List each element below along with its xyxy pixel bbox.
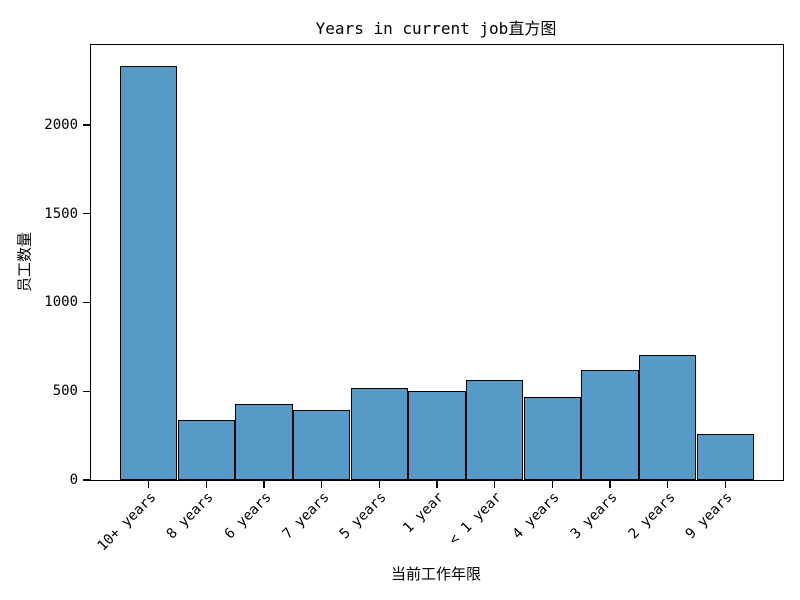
y-tick-mark: [83, 213, 90, 215]
x-tick-mark: [205, 481, 207, 488]
x-tick-mark: [436, 481, 438, 488]
x-tick-mark: [321, 481, 323, 488]
x-tick-label-1-year: < 1 year: [446, 489, 506, 549]
x-tick-label-1-year: 1 year: [400, 489, 448, 537]
histogram-bar-3-years: [581, 369, 639, 480]
histogram-bar-6-years: [235, 404, 293, 480]
x-tick-label-7-years: 7 years: [279, 489, 333, 543]
x-tick-label-6-years: 6 years: [221, 489, 275, 543]
x-tick-label-2-years: 2 years: [625, 489, 679, 543]
y-tick-label: 1500: [44, 205, 78, 222]
histogram-bar-4-years: [523, 396, 582, 480]
y-tick-label: 1000: [44, 294, 78, 311]
histogram-bar-5-years: [350, 388, 409, 480]
y-tick-label: 0: [69, 472, 78, 488]
y-tick-label: 2000: [44, 116, 78, 133]
histogram-bar-1-year: [408, 390, 466, 480]
histogram-bar-10+-years: [119, 65, 178, 480]
y-tick-mark: [83, 390, 90, 392]
histogram-bar-8-years: [177, 419, 236, 480]
y-tick-mark: [83, 124, 90, 126]
x-axis-label: 当前工作年限: [390, 565, 481, 583]
x-tick-mark: [494, 481, 496, 488]
x-tick-label-9-years: 9 years: [682, 489, 736, 543]
histogram-bar-1-year: [465, 380, 524, 480]
y-tick-mark: [83, 479, 90, 481]
x-tick-mark: [551, 481, 553, 488]
x-tick-mark: [148, 481, 150, 488]
histogram-bar-7-years: [292, 409, 351, 480]
x-tick-mark: [263, 481, 265, 488]
y-tick-mark: [83, 301, 90, 304]
y-tick-label: 500: [52, 383, 78, 400]
x-tick-mark: [724, 481, 726, 488]
histogram-bar-9-years: [696, 434, 755, 480]
x-tick-mark: [667, 481, 669, 488]
y-axis-label: 员工数量: [15, 231, 34, 293]
plot-area: 10+ years 8 years 6 years 7 years 5 years 1 y…: [44, 44, 784, 554]
chart-title: Years in current job直方图: [315, 19, 557, 38]
x-tick-label-8-years: 8 years: [163, 489, 217, 543]
x-tick-label-10+-years: 10+ years: [94, 489, 160, 555]
x-tick-label-4-years: 4 years: [509, 489, 563, 543]
x-tick-label-5-years: 5 years: [336, 489, 390, 543]
x-tick-mark: [378, 481, 380, 488]
histogram-bar-2-years: [638, 354, 697, 480]
x-tick-label-3-years: 3 years: [567, 489, 621, 543]
x-tick-mark: [609, 481, 611, 488]
